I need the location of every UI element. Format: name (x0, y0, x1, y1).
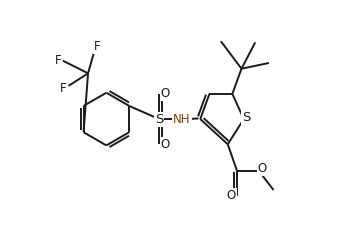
Text: S: S (155, 113, 163, 125)
Text: O: O (257, 162, 267, 175)
Text: O: O (226, 189, 236, 202)
Text: O: O (161, 87, 170, 100)
Text: F: F (94, 41, 101, 53)
Text: O: O (161, 138, 170, 151)
Text: F: F (55, 54, 61, 67)
Text: NH: NH (173, 113, 191, 125)
Text: F: F (60, 82, 66, 95)
Text: S: S (242, 111, 251, 124)
